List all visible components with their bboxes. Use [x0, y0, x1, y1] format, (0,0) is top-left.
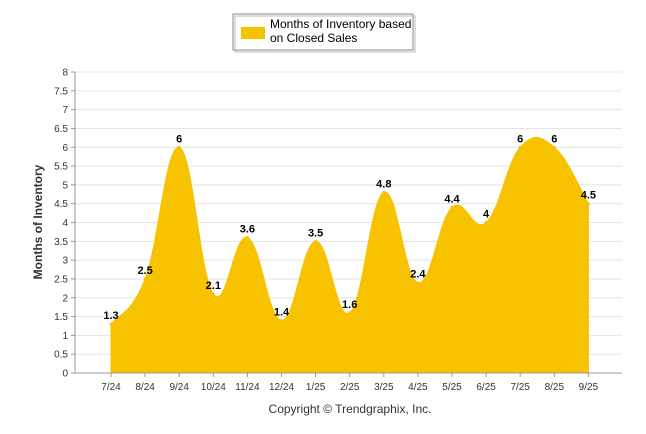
- data-point: [484, 221, 488, 224]
- data-label: 4: [483, 209, 490, 221]
- data-point: [518, 145, 522, 149]
- x-tick-label: 11/24: [235, 382, 260, 393]
- data-point: [416, 281, 420, 285]
- y-tick-label: 2.5: [54, 274, 68, 285]
- y-axis-title: Months of Inventory: [31, 164, 45, 279]
- data-label: 3.6: [240, 224, 255, 236]
- y-tick-label: 4.5: [54, 199, 68, 210]
- data-label: 1.6: [342, 299, 357, 311]
- y-tick-label: 8: [62, 68, 68, 79]
- x-tick-label: 5/25: [442, 382, 462, 393]
- data-label: 4.4: [444, 193, 460, 205]
- x-tick-label: 10/24: [201, 382, 226, 393]
- data-point: [348, 311, 352, 315]
- data-point: [552, 145, 556, 149]
- data-label: 2.4: [410, 269, 426, 281]
- y-tick-label: 2: [62, 293, 68, 304]
- data-label: 6: [551, 133, 557, 145]
- x-tick-label: 8/25: [545, 382, 565, 393]
- data-point: [382, 190, 386, 194]
- y-tick-label: 0.5: [54, 350, 68, 361]
- data-point: [245, 236, 249, 240]
- data-label: 2.5: [137, 265, 152, 277]
- x-tick-label: 4/25: [408, 382, 428, 393]
- x-tick-label: 8/24: [135, 382, 155, 393]
- data-label: 6: [517, 133, 523, 145]
- data-label: 1.4: [274, 306, 290, 318]
- legend-label-line2: on Closed Sales: [270, 31, 357, 45]
- area-series: [109, 136, 590, 374]
- y-tick-label: 1: [62, 331, 68, 342]
- copyright-credit: Copyright © Trendgraphix, Inc.: [269, 402, 432, 416]
- y-tick-label: 7: [62, 105, 68, 116]
- x-tick-label: 3/25: [374, 382, 394, 393]
- y-tick-label: 7.5: [54, 86, 68, 97]
- x-tick-label: 1/25: [306, 382, 326, 393]
- data-point: [211, 292, 215, 296]
- data-labels: 1.3 2.5 6 2.1 3.6 1.4 3.5 1.6 4.8 2.4 4.4 4 6 6 4.5: [103, 133, 596, 322]
- y-tick-label: 4: [62, 218, 68, 229]
- data-point: [280, 318, 283, 322]
- data-point: [109, 322, 113, 326]
- y-tick-label: 0: [62, 369, 68, 380]
- data-point: [314, 239, 318, 243]
- x-tick-label: 6/25: [476, 382, 496, 393]
- y-tick-label: 5.5: [54, 162, 68, 173]
- y-tick-label: 1.5: [54, 312, 68, 323]
- y-tick-label: 6.5: [54, 124, 68, 135]
- area-fill: [110, 136, 589, 374]
- legend: Months of Inventory based on Closed Sale…: [232, 13, 416, 53]
- y-tick-label: 3: [62, 256, 68, 267]
- data-point: [450, 205, 454, 209]
- data-label: 4.5: [581, 190, 596, 202]
- legend-label-line1: Months of Inventory based: [270, 17, 411, 31]
- y-tick-label: 3.5: [54, 237, 68, 248]
- axes: 0 0.5 1 1.5 2 2.5 3 3.5 4 4.5 5 5.5 6 6.5 7 7.5 8 7/24 8/2…: [54, 68, 622, 393]
- data-label: 2.1: [206, 280, 221, 292]
- legend-swatch: [241, 27, 265, 39]
- x-tick-label: 7/24: [101, 382, 121, 393]
- y-tick-label: 6: [62, 143, 68, 154]
- x-tick-label: 9/25: [579, 382, 599, 393]
- x-tick-label: 2/25: [340, 382, 360, 393]
- data-point: [586, 202, 590, 206]
- x-tick-label: 9/24: [169, 382, 189, 393]
- data-label: 6: [176, 133, 182, 145]
- x-tick-label: 12/24: [269, 382, 294, 393]
- data-label: 1.3: [103, 310, 118, 322]
- data-label: 4.8: [376, 178, 391, 190]
- legend-shadow: [234, 15, 416, 53]
- x-tick-label: 7/25: [510, 382, 530, 393]
- data-label: 3.5: [308, 227, 323, 239]
- data-point: [177, 145, 181, 149]
- y-tick-label: 5: [62, 180, 68, 191]
- data-point: [143, 277, 147, 281]
